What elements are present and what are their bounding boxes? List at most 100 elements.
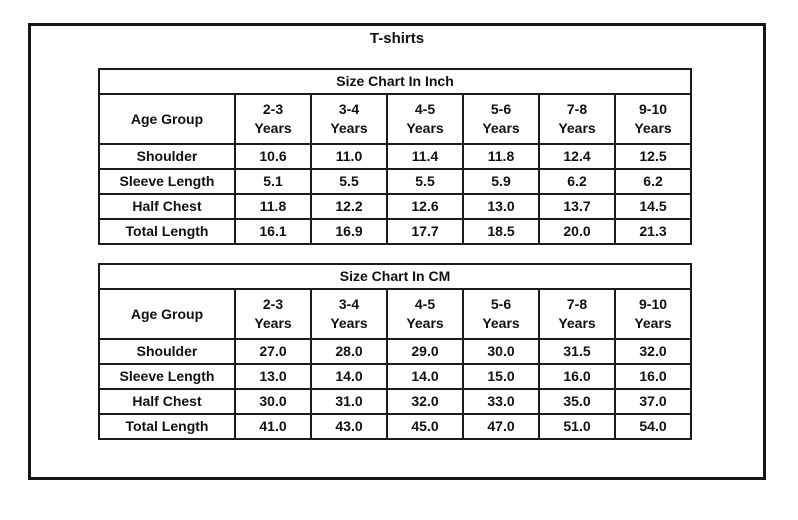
row-label: Shoulder (98, 143, 236, 170)
table-row: Half Chest 30.0 31.0 32.0 33.0 35.0 37.0 (98, 388, 693, 415)
age-unit: Years (558, 315, 596, 331)
table-row: Shoulder 27.0 28.0 29.0 30.0 31.5 32.0 (98, 338, 693, 365)
cell: 5.1 (234, 168, 312, 195)
row-label: Shoulder (98, 338, 236, 365)
age-range: 5-6 (490, 296, 512, 313)
cell: 13.0 (462, 193, 540, 220)
cell: 37.0 (613, 388, 693, 415)
age-unit: Years (482, 315, 520, 331)
cell: 11.8 (462, 143, 540, 170)
cell: 30.0 (462, 338, 540, 365)
table-row: Total Length 41.0 43.0 45.0 47.0 51.0 54… (98, 413, 693, 440)
col-header: 3-4 Years (310, 288, 388, 340)
cell: 11.4 (386, 143, 464, 170)
row-label: Sleeve Length (98, 168, 236, 195)
col-header: 3-4 Years (310, 93, 388, 145)
age-range: 4-5 (414, 101, 436, 118)
cell: 12.2 (310, 193, 388, 220)
cell: 51.0 (538, 413, 616, 440)
table-row: Sleeve Length 5.1 5.5 5.5 5.9 6.2 6.2 (98, 168, 693, 195)
cell: 14.5 (613, 193, 693, 220)
cell: 41.0 (234, 413, 312, 440)
age-unit: Years (254, 120, 292, 136)
age-unit: Years (406, 120, 444, 136)
cell: 16.0 (613, 363, 693, 390)
age-unit: Years (482, 120, 520, 136)
cell: 11.0 (310, 143, 388, 170)
cell: 14.0 (386, 363, 464, 390)
col-header: 4-5 Years (386, 288, 464, 340)
cell: 13.0 (234, 363, 312, 390)
size-chart-table-inch: Size Chart In Inch Age Group 2-3 Years 3… (97, 68, 693, 245)
age-unit: Years (330, 315, 368, 331)
age-unit: Years (330, 120, 368, 136)
table-header-row: Age Group 2-3 Years 3-4 Years 4-5 Years … (98, 93, 693, 145)
cell: 17.7 (386, 218, 464, 245)
cell: 30.0 (234, 388, 312, 415)
cell: 43.0 (310, 413, 388, 440)
cell: 5.5 (310, 168, 388, 195)
cell: 47.0 (462, 413, 540, 440)
cell: 31.5 (538, 338, 616, 365)
age-range: 3-4 (338, 296, 360, 313)
age-range: 2-3 (262, 101, 284, 118)
table-title: Size Chart In Inch (97, 68, 693, 95)
age-group-header: Age Group (98, 93, 236, 145)
table-row: Half Chest 11.8 12.2 12.6 13.0 13.7 14.5 (98, 193, 693, 220)
row-label: Total Length (98, 413, 236, 440)
age-range: 4-5 (414, 296, 436, 313)
col-header: 9-10 Years (613, 288, 693, 340)
row-label: Total Length (98, 218, 236, 245)
cell: 6.2 (538, 168, 616, 195)
age-unit: Years (634, 120, 672, 136)
cell: 32.0 (386, 388, 464, 415)
cell: 54.0 (613, 413, 693, 440)
age-range: 7-8 (566, 101, 588, 118)
age-range: 9-10 (639, 101, 668, 118)
age-range: 2-3 (262, 296, 284, 313)
cell: 16.9 (310, 218, 388, 245)
col-header: 2-3 Years (234, 288, 312, 340)
cell: 15.0 (462, 363, 540, 390)
col-header: 9-10 Years (613, 93, 693, 145)
cell: 45.0 (386, 413, 464, 440)
age-range: 3-4 (338, 101, 360, 118)
age-unit: Years (254, 315, 292, 331)
cell: 21.3 (613, 218, 693, 245)
col-header: 5-6 Years (462, 93, 540, 145)
table-header-row: Age Group 2-3 Years 3-4 Years 4-5 Years … (98, 288, 693, 340)
age-range: 5-6 (490, 101, 512, 118)
cell: 18.5 (462, 218, 540, 245)
col-header: 7-8 Years (538, 288, 616, 340)
cell: 33.0 (462, 388, 540, 415)
page-title: T-shirts (369, 30, 425, 47)
cell: 13.7 (538, 193, 616, 220)
cell: 20.0 (538, 218, 616, 245)
cell: 5.5 (386, 168, 464, 195)
row-label: Sleeve Length (98, 363, 236, 390)
cell: 35.0 (538, 388, 616, 415)
cell: 16.0 (538, 363, 616, 390)
col-header: 2-3 Years (234, 93, 312, 145)
cell: 6.2 (613, 168, 693, 195)
size-chart-table-cm: Size Chart In CM Age Group 2-3 Years 3-4… (97, 263, 693, 440)
age-unit: Years (558, 120, 596, 136)
cell: 29.0 (386, 338, 464, 365)
table-title-row: Size Chart In CM (97, 263, 693, 290)
table-row: Sleeve Length 13.0 14.0 14.0 15.0 16.0 1… (98, 363, 693, 390)
age-range: 7-8 (566, 296, 588, 313)
col-header: 7-8 Years (538, 93, 616, 145)
cell: 28.0 (310, 338, 388, 365)
cell: 12.4 (538, 143, 616, 170)
col-header: 5-6 Years (462, 288, 540, 340)
cell: 16.1 (234, 218, 312, 245)
row-label: Half Chest (98, 193, 236, 220)
age-group-header: Age Group (98, 288, 236, 340)
cell: 27.0 (234, 338, 312, 365)
age-unit: Years (634, 315, 672, 331)
row-label: Half Chest (98, 388, 236, 415)
cell: 12.5 (613, 143, 693, 170)
cell: 32.0 (613, 338, 693, 365)
cell: 12.6 (386, 193, 464, 220)
